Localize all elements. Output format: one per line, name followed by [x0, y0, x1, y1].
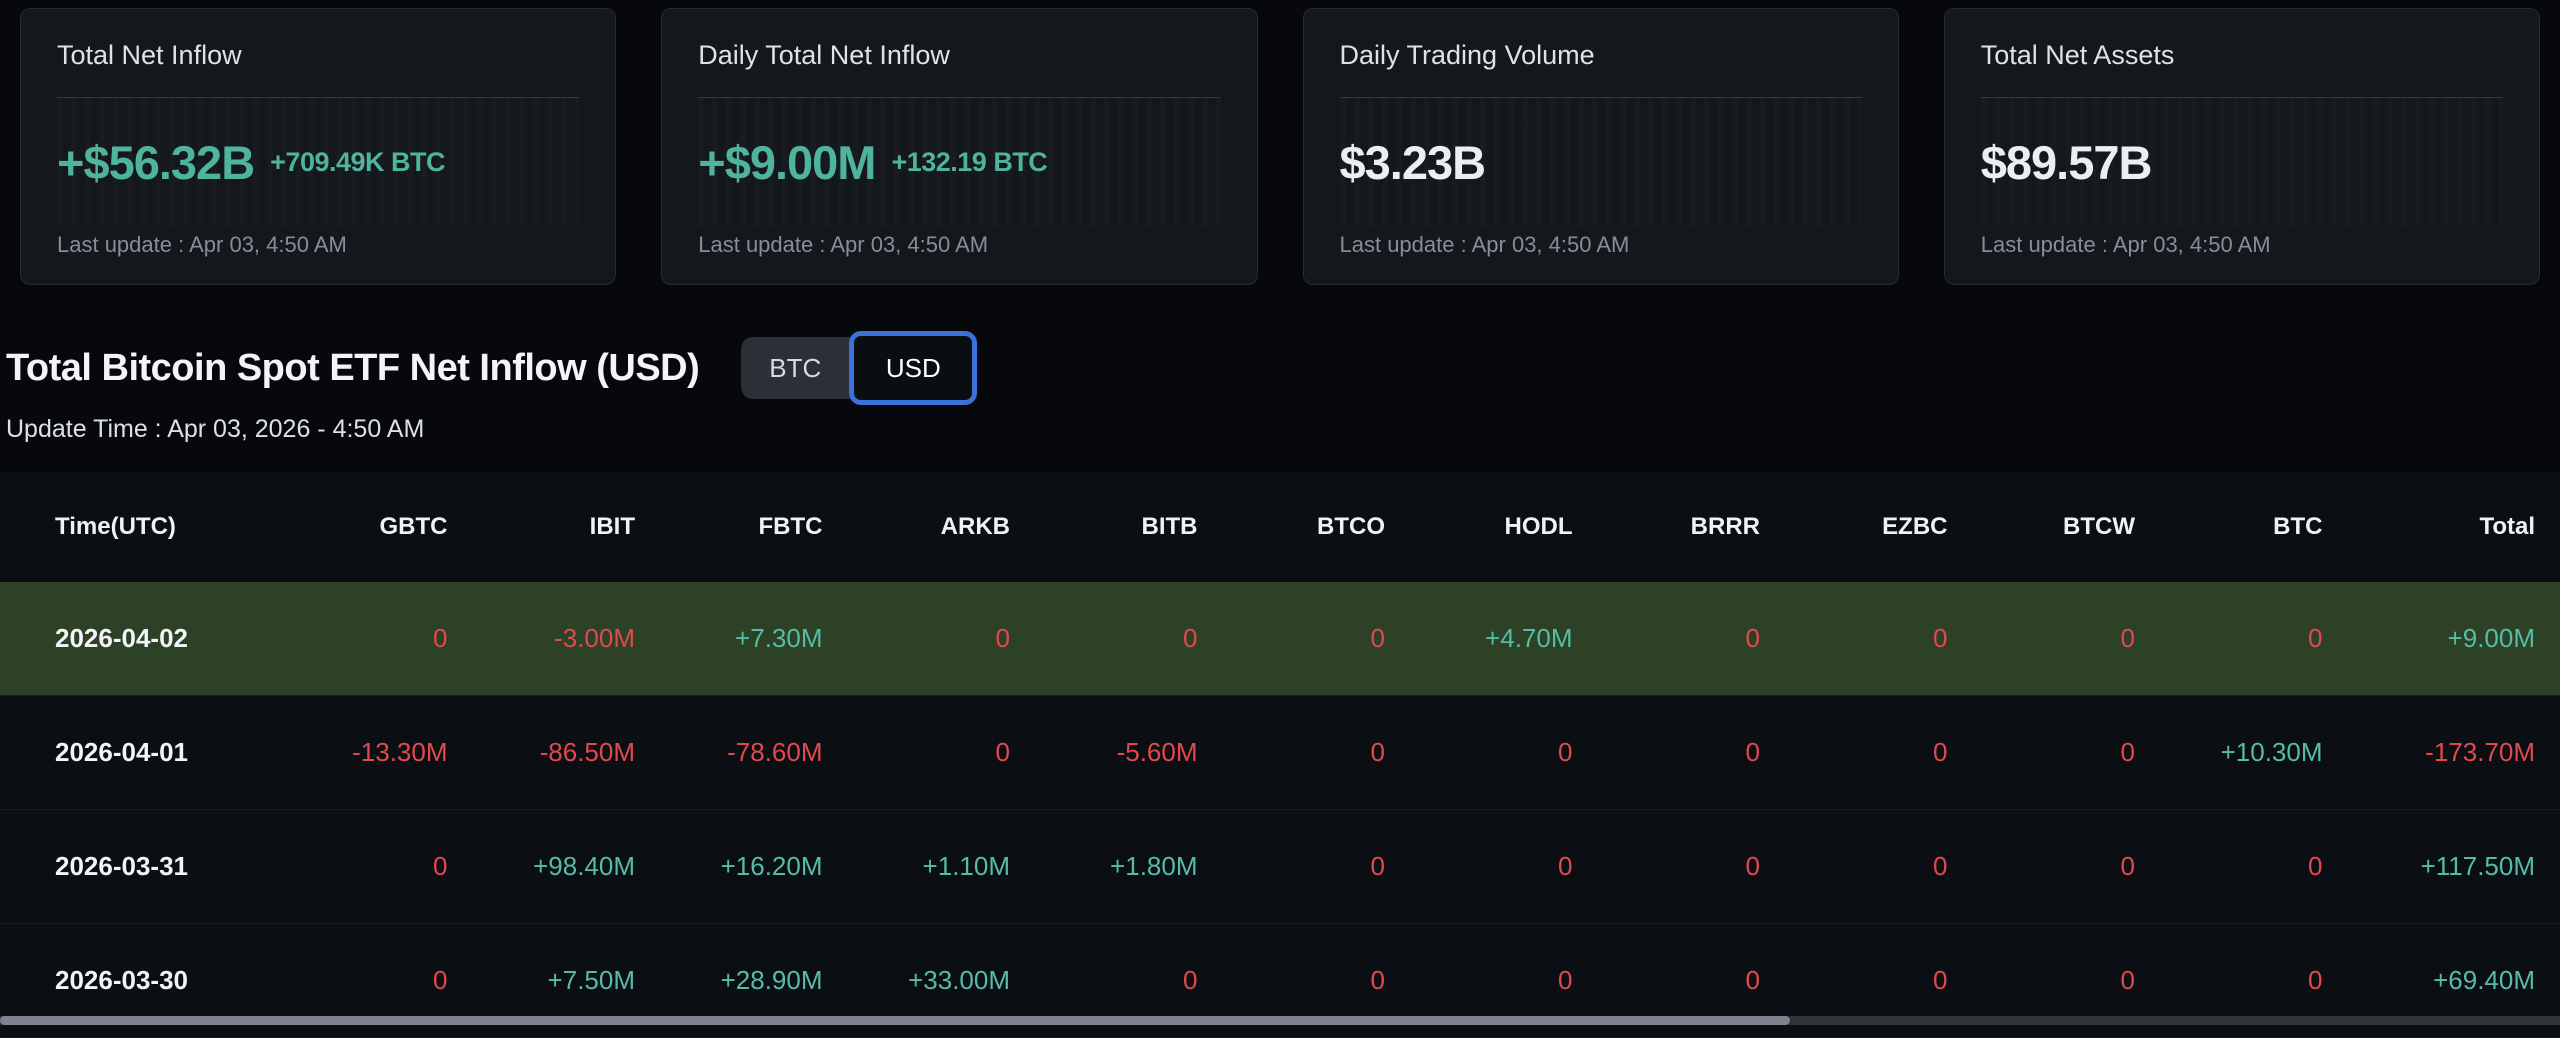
row-value: 0: [1623, 696, 1811, 810]
card-sub-value: +132.19 BTC: [891, 147, 1047, 178]
card-title: Total Net Assets: [1981, 39, 2503, 71]
update-time: Update Time : Apr 03, 2026 - 4:50 AM: [6, 415, 2560, 444]
row-value: 0: [1248, 810, 1436, 924]
section-header: Total Bitcoin Spot ETF Net Inflow (USD) …: [6, 337, 2560, 399]
row-value: 0: [2185, 582, 2373, 696]
row-value: +16.20M: [685, 810, 873, 924]
card-value: +$56.32B: [57, 139, 254, 186]
card-title: Daily Total Net Inflow: [698, 39, 1220, 71]
row-value: 0: [1623, 582, 1811, 696]
row-value: -173.70M: [2373, 696, 2560, 810]
stat-cards-row: Total Net Inflow +$56.32B +709.49K BTC L…: [0, 0, 2560, 285]
row-value: 0: [1060, 582, 1248, 696]
horizontal-scrollbar[interactable]: [0, 1016, 2560, 1025]
card-value: $3.23B: [1340, 139, 1486, 186]
row-date: 2026-04-02: [0, 582, 310, 696]
card-value: +$9.00M: [698, 139, 875, 186]
stat-card-daily-trading-volume: Daily Trading Volume $3.23B Last update …: [1303, 8, 1899, 285]
row-value: 0: [310, 810, 498, 924]
column-header-bitb: BITB: [1060, 472, 1248, 582]
row-value: +117.50M: [2373, 810, 2560, 924]
column-header-total: Total: [2373, 472, 2560, 582]
column-header-brrr: BRRR: [1623, 472, 1811, 582]
row-value: +10.30M: [2185, 696, 2373, 810]
page-title: Total Bitcoin Spot ETF Net Inflow (USD): [6, 347, 699, 390]
column-header-btc: BTC: [2185, 472, 2373, 582]
row-date: 2026-03-31: [0, 810, 310, 924]
row-value: 0: [1998, 810, 2186, 924]
column-header-btcw: BTCW: [1998, 472, 2186, 582]
column-header-gbtc: GBTC: [310, 472, 498, 582]
card-last-update: Last update : Apr 03, 4:50 AM: [1340, 232, 1862, 258]
row-value: +4.70M: [1435, 582, 1623, 696]
row-value: +7.30M: [685, 582, 873, 696]
card-sub-value: +709.49K BTC: [270, 147, 445, 178]
card-last-update: Last update : Apr 03, 4:50 AM: [57, 232, 579, 258]
stat-card-total-net-assets: Total Net Assets $89.57B Last update : A…: [1944, 8, 2540, 285]
row-value: 0: [2185, 810, 2373, 924]
card-title: Total Net Inflow: [57, 39, 579, 71]
row-value: 0: [1248, 582, 1436, 696]
row-value: -5.60M: [1060, 696, 1248, 810]
row-value: 0: [1810, 696, 1998, 810]
row-value: +1.10M: [873, 810, 1061, 924]
row-value: +9.00M: [2373, 582, 2560, 696]
row-value: +1.80M: [1060, 810, 1248, 924]
column-header-arkb: ARKB: [873, 472, 1061, 582]
stat-card-total-net-inflow: Total Net Inflow +$56.32B +709.49K BTC L…: [20, 8, 616, 285]
card-last-update: Last update : Apr 03, 4:50 AM: [698, 232, 1220, 258]
row-value: -78.60M: [685, 696, 873, 810]
row-date: 2026-04-01: [0, 696, 310, 810]
btc-usd-toggle: BTC USD: [741, 337, 977, 399]
row-value: 0: [873, 582, 1061, 696]
card-last-update: Last update : Apr 03, 4:50 AM: [1981, 232, 2503, 258]
row-value: 0: [1998, 696, 2186, 810]
row-value: +98.40M: [498, 810, 686, 924]
row-value: 0: [1998, 582, 2186, 696]
column-header-hodl: HODL: [1435, 472, 1623, 582]
column-header-ezbc: EZBC: [1810, 472, 1998, 582]
row-value: 0: [1623, 810, 1811, 924]
toggle-option-btc[interactable]: BTC: [741, 337, 849, 399]
column-header-btco: BTCO: [1248, 472, 1436, 582]
row-value: 0: [1810, 810, 1998, 924]
card-value: $89.57B: [1981, 139, 2152, 186]
row-value: 0: [1435, 696, 1623, 810]
column-header-time-utc-: Time(UTC): [0, 472, 310, 582]
stat-card-daily-total-net-inflow: Daily Total Net Inflow +$9.00M +132.19 B…: [661, 8, 1257, 285]
toggle-option-usd[interactable]: USD: [849, 331, 977, 405]
row-value: 0: [1248, 696, 1436, 810]
column-header-fbtc: FBTC: [685, 472, 873, 582]
row-value: 0: [1435, 810, 1623, 924]
card-title: Daily Trading Volume: [1340, 39, 1862, 71]
scrollbar-thumb[interactable]: [0, 1016, 1790, 1025]
row-value: 0: [873, 696, 1061, 810]
row-value: 0: [1810, 582, 1998, 696]
row-value: -86.50M: [498, 696, 686, 810]
row-value: 0: [310, 582, 498, 696]
row-value: -3.00M: [498, 582, 686, 696]
column-header-ibit: IBIT: [498, 472, 686, 582]
row-value: -13.30M: [310, 696, 498, 810]
